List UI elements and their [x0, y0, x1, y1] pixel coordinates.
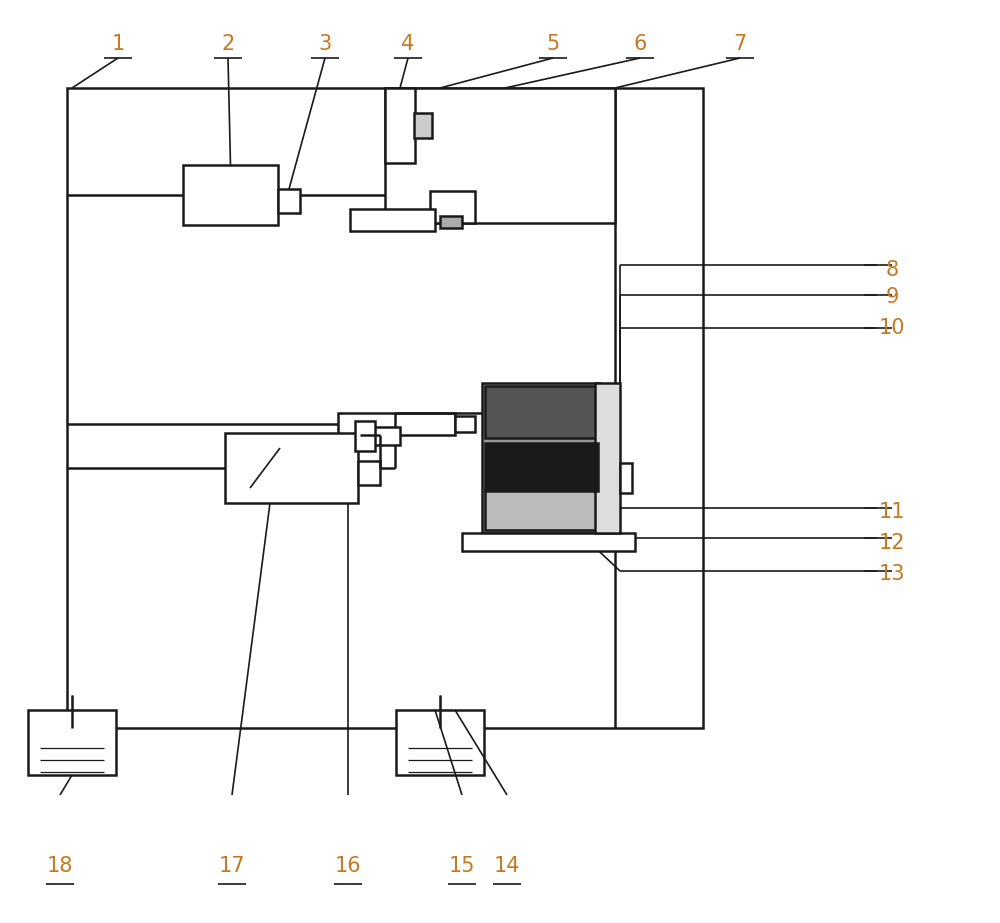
- Bar: [355, 421, 375, 451]
- Bar: [225, 433, 358, 503]
- Bar: [396, 710, 484, 775]
- Bar: [485, 490, 598, 530]
- Bar: [462, 533, 635, 551]
- Bar: [485, 386, 598, 438]
- Text: 16: 16: [335, 856, 361, 876]
- Text: 15: 15: [449, 856, 475, 876]
- Bar: [338, 413, 455, 435]
- Text: 9: 9: [885, 287, 899, 307]
- Text: 2: 2: [221, 34, 235, 54]
- Text: 3: 3: [318, 34, 332, 54]
- Text: 14: 14: [494, 856, 520, 876]
- Bar: [482, 383, 600, 533]
- Bar: [430, 191, 475, 223]
- Bar: [67, 88, 703, 728]
- Bar: [414, 113, 432, 138]
- Text: 12: 12: [879, 533, 905, 553]
- Text: 10: 10: [879, 318, 905, 338]
- Bar: [358, 461, 380, 485]
- Bar: [620, 463, 632, 493]
- Text: 13: 13: [879, 564, 905, 584]
- Bar: [385, 88, 415, 163]
- Bar: [455, 416, 475, 432]
- Text: 11: 11: [879, 502, 905, 522]
- Bar: [595, 383, 620, 533]
- Bar: [485, 443, 598, 491]
- Text: 18: 18: [47, 856, 73, 876]
- Bar: [183, 165, 278, 225]
- Text: 6: 6: [633, 34, 647, 54]
- Bar: [360, 427, 400, 445]
- Text: 8: 8: [885, 259, 899, 280]
- Text: 7: 7: [733, 34, 747, 54]
- Text: 5: 5: [546, 34, 560, 54]
- Bar: [278, 189, 300, 213]
- Text: 1: 1: [111, 34, 125, 54]
- Text: 17: 17: [219, 856, 245, 876]
- Text: 4: 4: [401, 34, 415, 54]
- Bar: [28, 710, 116, 775]
- Bar: [385, 88, 615, 223]
- Bar: [350, 209, 435, 231]
- Bar: [440, 216, 462, 228]
